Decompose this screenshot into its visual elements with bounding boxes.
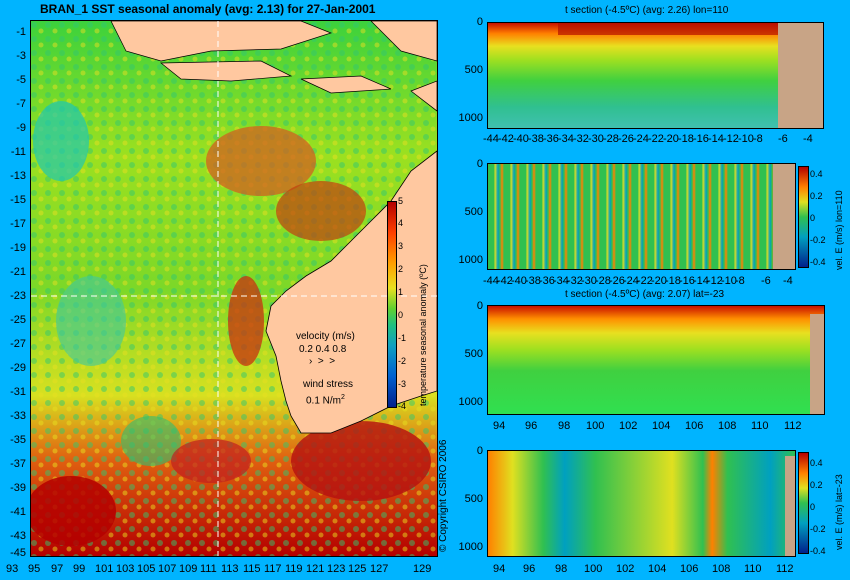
wind-legend-title: wind stress <box>303 379 354 390</box>
panel4-colorbar <box>798 452 809 554</box>
velocity-legend-title: velocity (m/s) <box>296 331 355 342</box>
wind-legend-scale: 0.1 N/m2 <box>306 394 345 407</box>
sst-colorbar <box>387 201 397 408</box>
copyright-text: © Copyright CSIRO 2006 <box>438 439 449 552</box>
sst-colorbar-label: temperature seasonal anomaly (ºC) <box>418 264 428 406</box>
panel3-x-axis: 94 96 98 100 102 104 106 108 110 112 <box>493 420 802 432</box>
t-section-lon-plot[interactable] <box>487 22 824 129</box>
panel2-x-axis: -44 -42 -40 -38 -36 -34 -32 -30 -28 -26 … <box>483 275 793 287</box>
t-section-lon-warm-patch <box>558 23 778 35</box>
t-section-lat-land <box>810 314 824 414</box>
vel-section-lat-plot[interactable] <box>487 450 796 557</box>
velocity-legend-scale: 0.2 0.4 0.8 <box>299 344 347 355</box>
velocity-arrows-icon: › > > <box>309 356 336 367</box>
panel4-y-axis: 0 500 1000 <box>458 445 483 553</box>
panel4-x-axis: 94 96 98 100 102 104 106 108 110 112 <box>493 563 794 575</box>
panel2-colorbar-label: vel. E (m/s) lon=110 <box>834 190 844 270</box>
panel1-title: t section (-4.5ºC) (avg: 2.26) lon=110 <box>565 5 729 16</box>
t-section-lon-land <box>778 23 823 128</box>
sst-colorbar-ticks: 5 4 3 2 1 0 -1 -2 -3 -4 <box>398 196 407 411</box>
map-lon-axis: 93 95 97 99 101 103 105 107 109 111 113 … <box>6 563 432 575</box>
panel4-colorbar-ticks: 0.4 0.2 0 -0.2 -0.4 <box>810 458 826 556</box>
panel3-y-axis: 0 500 1000 <box>458 300 483 408</box>
panel2-y-axis: 0 500 1000 <box>458 158 483 266</box>
panel1-x-axis: -44 -42 -40 -38 -36 -34 -32 -30 -28 -26 … <box>483 133 813 145</box>
panel4-colorbar-label: vel. E (m/s) lat=-23 <box>834 474 844 550</box>
panel2-colorbar-ticks: 0.4 0.2 0 -0.2 -0.4 <box>810 169 826 267</box>
main-map-title: BRAN_1 SST seasonal anomaly (avg: 2.13) … <box>40 2 376 16</box>
vel-section-lon-plot[interactable] <box>487 163 796 270</box>
map-lat-axis: -1 -3 -5 -7 -9 -11 -13 -15 -17 -19 -21 -… <box>10 26 26 559</box>
vel-section-lat-land <box>785 456 795 556</box>
panel2-colorbar <box>798 166 809 268</box>
panel1-y-axis: 0 500 1000 <box>458 16 483 124</box>
panel3-title: t section (-4.5ºC) (avg: 2.07) lat=-23 <box>565 289 724 300</box>
sst-map-field <box>31 21 437 556</box>
sst-anomaly-map[interactable]: 5 4 3 2 1 0 -1 -2 -3 -4 temperature seas… <box>30 20 438 557</box>
vel-section-lon-land <box>773 164 795 269</box>
t-section-lat-plot[interactable] <box>487 305 825 415</box>
